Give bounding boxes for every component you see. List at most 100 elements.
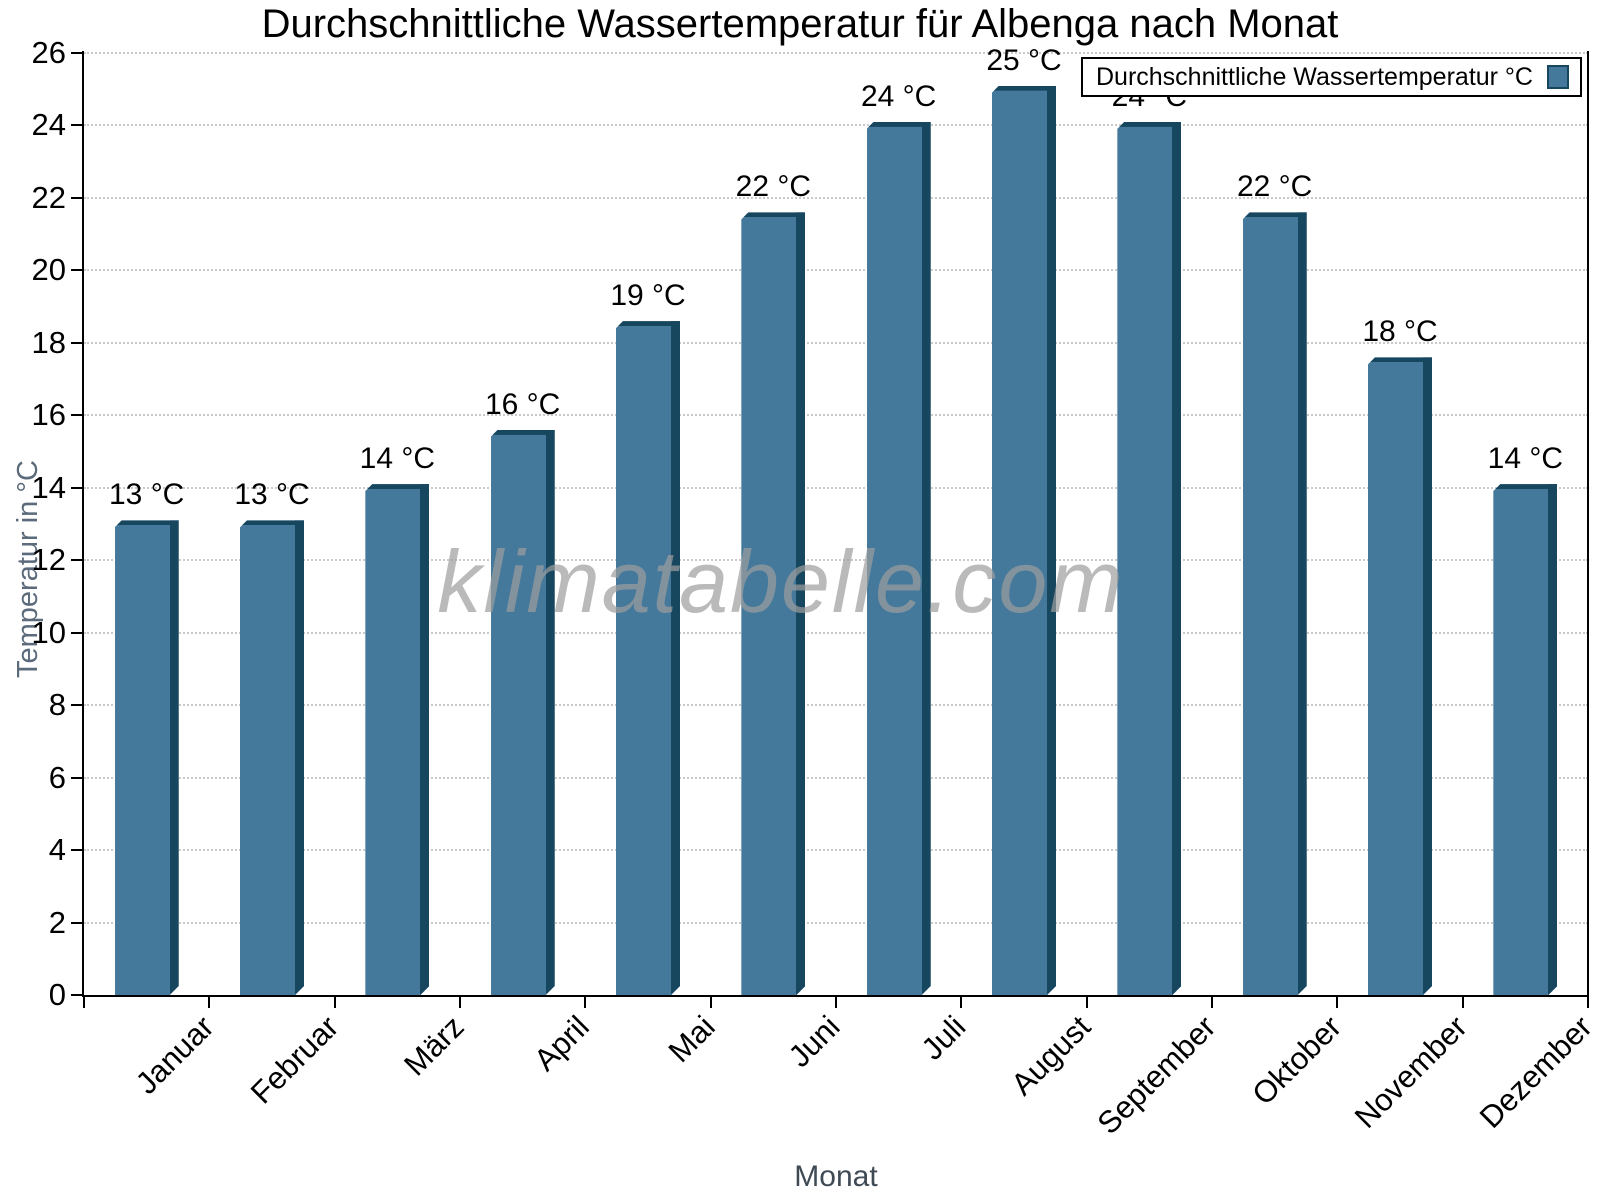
x-axis-line [82, 995, 1589, 997]
legend-label: Durchschnittliche Wassertemperatur °C [1096, 62, 1533, 91]
y-tick-20 [71, 269, 83, 272]
bar-februar [240, 520, 304, 995]
y-tick-4 [71, 849, 83, 852]
x-tick-label-januar: Januar [128, 1009, 221, 1101]
y-tick-label-12: 12 [31, 542, 66, 578]
x-tick-7 [960, 997, 963, 1008]
bar-value-label-januar: 13 °C [108, 478, 185, 512]
y-tick-16 [71, 414, 83, 417]
y-tick-22 [71, 196, 83, 199]
y-tick-24 [71, 124, 83, 127]
y-tick-label-20: 20 [31, 252, 66, 288]
x-tick-label-juli: Juli [914, 1009, 973, 1067]
bar-value-label-dezember: 14 °C [1487, 442, 1564, 476]
y-tick-6 [71, 776, 83, 779]
y-tick-label-4: 4 [48, 832, 66, 868]
x-tick-4 [584, 997, 587, 1008]
bar-value-label-oktober: 22 °C [1236, 170, 1313, 204]
watermark: klimatabelle.com [437, 532, 1125, 631]
gridline-16 [84, 414, 1588, 417]
gridline-8 [84, 704, 1588, 707]
x-tick-11 [1461, 997, 1464, 1008]
x-tick-3 [459, 997, 461, 1008]
x-tick-1 [208, 997, 211, 1008]
bar-mai [616, 321, 680, 995]
x-tick-5 [709, 997, 712, 1008]
x-tick-label-juni: Juni [781, 1009, 847, 1074]
y-tick-label-14: 14 [31, 469, 66, 505]
y-tick-label-22: 22 [31, 179, 66, 215]
bar-april [491, 430, 555, 995]
x-tick-label-märz: März [397, 1009, 471, 1083]
gridline-14 [84, 486, 1588, 489]
y-tick-12 [71, 559, 83, 562]
y-tick-14 [71, 486, 83, 489]
y-axis-line [82, 51, 84, 997]
y-tick-label-24: 24 [31, 107, 66, 143]
bar-value-label-august: 25 °C [986, 43, 1062, 77]
y-tick-label-10: 10 [31, 614, 66, 650]
x-tick-label-dezember: Dezember [1472, 1009, 1599, 1135]
y-tick-26 [71, 52, 83, 54]
plot-area: klimatabelle.com 13 °C 13 °C 14 °C 16 °C 19 … [84, 44, 1588, 995]
x-tick-9 [1211, 997, 1213, 1008]
x-tick-label-august: August [1004, 1009, 1098, 1102]
legend: Durchschnittliche Wassertemperatur °C [1081, 57, 1582, 97]
bar-september [1117, 122, 1181, 995]
y-tick-2 [71, 921, 83, 924]
x-tick-2 [333, 997, 336, 1008]
bar-märz [365, 484, 429, 995]
y-tick-0 [71, 994, 83, 996]
bar-value-label-mai: 19 °C [610, 279, 686, 313]
y-tick-label-2: 2 [48, 904, 66, 940]
bar-august [992, 86, 1056, 995]
x-tick-label-september: September [1090, 1009, 1223, 1141]
gridline-22 [84, 196, 1588, 199]
gridline-18 [84, 341, 1588, 344]
x-tick-10 [1336, 997, 1339, 1008]
gridline-6 [84, 776, 1588, 779]
bar-value-label-juni: 22 °C [735, 170, 812, 204]
x-tick-0 [83, 997, 85, 1008]
bar-value-label-november: 18 °C [1362, 315, 1438, 349]
bar-oktober [1243, 212, 1307, 995]
legend-color-swatch [1547, 65, 1569, 89]
y-tick-8 [71, 704, 83, 707]
y-tick-18 [71, 341, 83, 344]
bar-value-label-märz: 14 °C [359, 442, 436, 476]
gridline-10 [84, 631, 1588, 634]
x-tick-label-mai: Mai [661, 1009, 722, 1070]
x-tick-label-oktober: Oktober [1245, 1009, 1349, 1112]
x-tick-8 [1085, 997, 1088, 1008]
y-tick-label-16: 16 [31, 397, 66, 433]
bar-value-label-april: 16 °C [484, 387, 561, 421]
x-tick-label-november: November [1347, 1009, 1474, 1135]
y-tick-label-6: 6 [48, 759, 66, 795]
gridline-12 [84, 559, 1588, 562]
gridline-4 [84, 849, 1588, 852]
plot-right-border [1587, 51, 1589, 997]
x-tick-6 [835, 997, 837, 1008]
bar-dezember [1493, 484, 1557, 995]
bar-value-label-juli: 24 °C [860, 79, 937, 113]
x-tick-label-februar: Februar [243, 1009, 346, 1111]
y-tick-10 [71, 631, 83, 634]
y-tick-label-18: 18 [31, 324, 66, 360]
y-tick-label-26: 26 [31, 35, 66, 70]
gridline-2 [84, 921, 1588, 924]
x-tick-label-april: April [527, 1009, 597, 1078]
bar-juni [741, 212, 805, 995]
gridline-24 [84, 124, 1588, 127]
gridline-26 [84, 52, 1588, 54]
gridline-20 [84, 269, 1588, 272]
y-tick-label-8: 8 [48, 687, 66, 723]
chart-title: Durchschnittliche Wassertemperatur für A… [261, 2, 1339, 46]
x-axis-title: Monat [794, 1160, 878, 1193]
bar-juli [867, 122, 931, 995]
y-tick-label-0: 0 [48, 977, 66, 1012]
bar-value-label-februar: 13 °C [234, 478, 310, 512]
x-tick-12 [1587, 997, 1589, 1008]
bar-januar [115, 520, 179, 995]
bar-november [1368, 357, 1432, 995]
